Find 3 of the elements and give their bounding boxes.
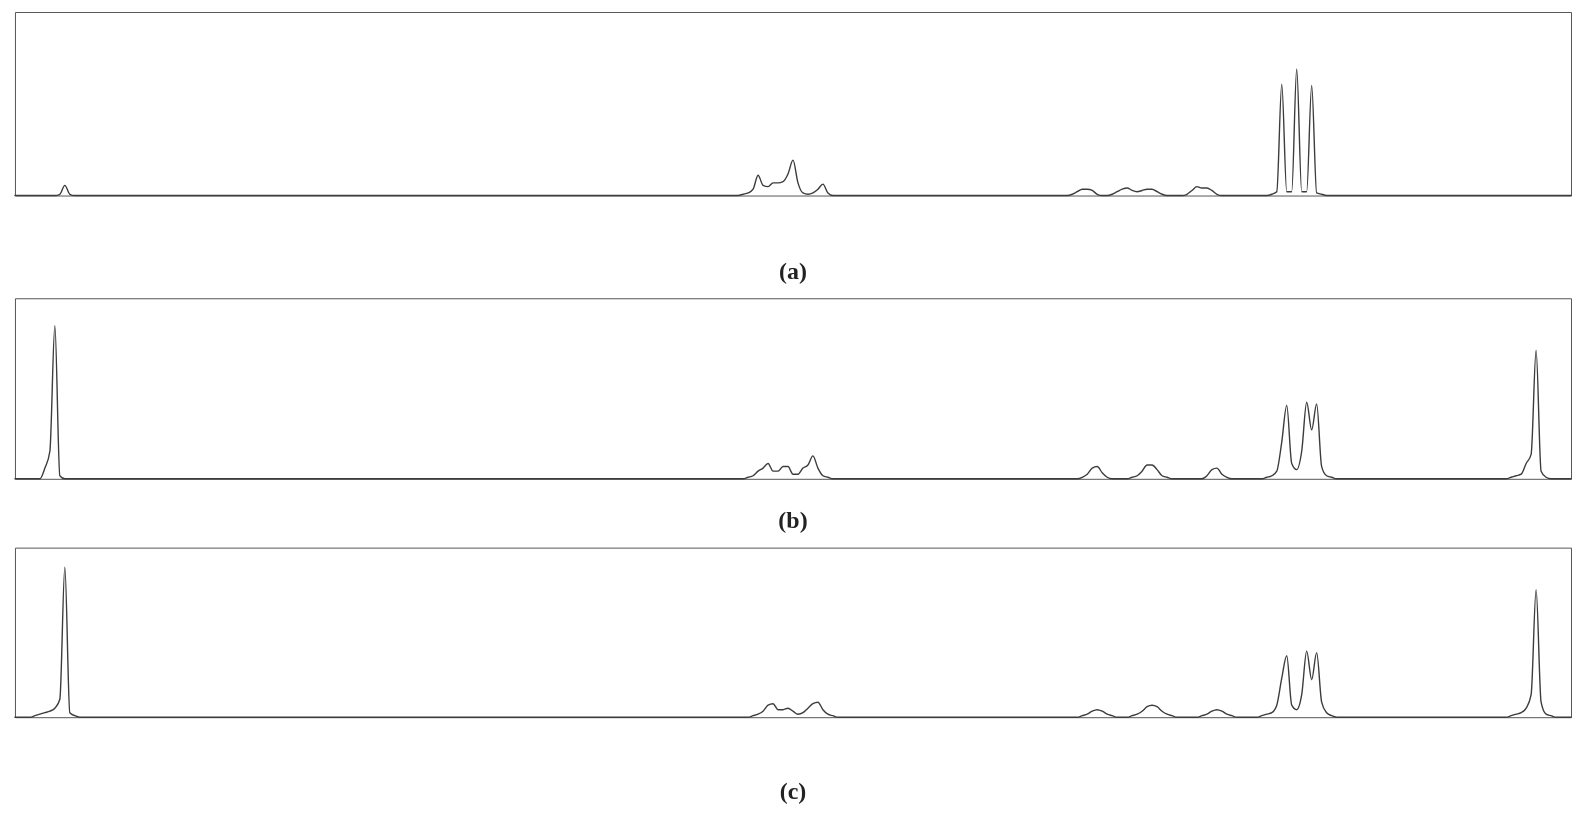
text: (c) <box>779 777 807 804</box>
text: (b) <box>778 507 808 534</box>
text: (a) <box>779 258 807 285</box>
